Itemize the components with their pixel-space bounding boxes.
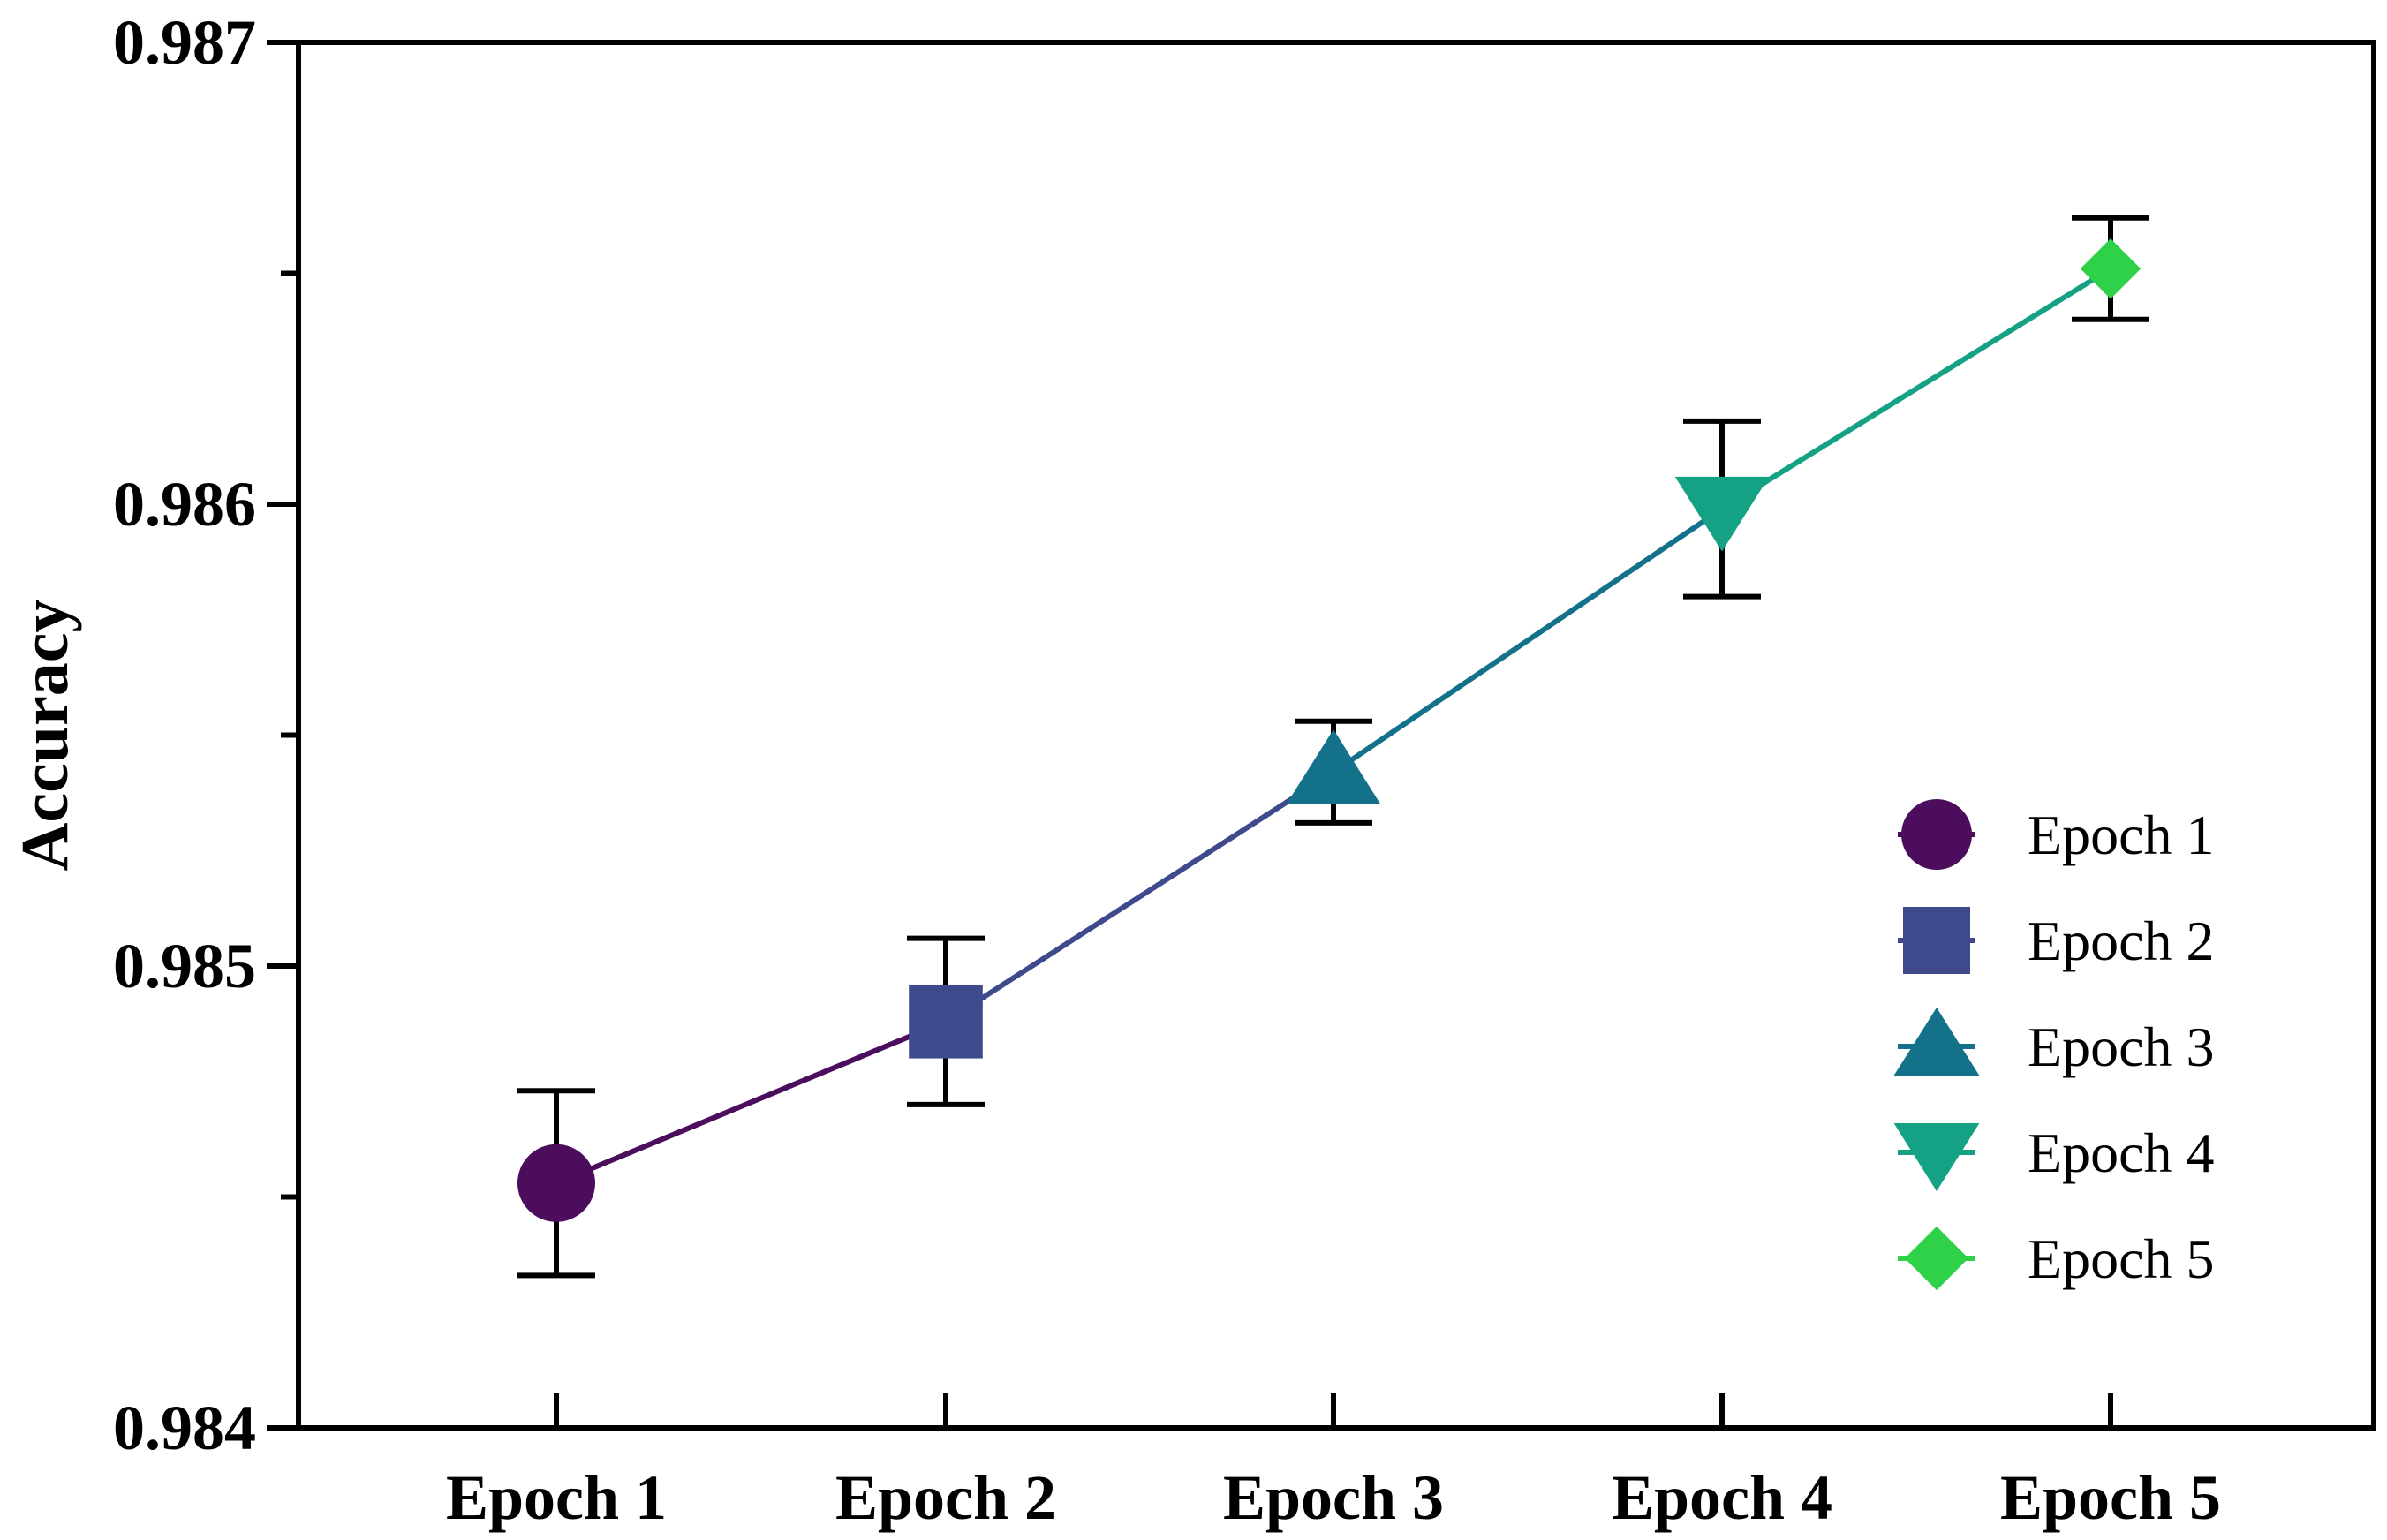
legend-marker (1901, 799, 1972, 870)
data-point (2080, 238, 2142, 299)
legend-layer: Epoch 1 Epoch 2 Epoch 3 Epoch 4 Epoch 5 (1893, 799, 2215, 1291)
legend-label: Epoch 3 (2028, 1015, 2215, 1078)
lines-layer (555, 266, 2112, 1186)
x-tick-label: Epoch 2 (835, 1462, 1056, 1533)
series-line-segment (1332, 506, 1724, 774)
y-tick-label: 0.984 (113, 1393, 256, 1463)
legend-marker (1893, 1008, 1980, 1076)
series-line-segment (1720, 266, 2112, 511)
markers-layer (517, 238, 2142, 1222)
series-line-segment (555, 1018, 948, 1186)
error-bars-layer (517, 215, 2149, 1279)
legend-marker (1893, 1123, 1980, 1191)
x-tick-label: Epoch 5 (2000, 1462, 2221, 1533)
series-line-segment (944, 769, 1335, 1024)
legend-label: Epoch 4 (2028, 1121, 2215, 1184)
legend-label: Epoch 2 (2028, 910, 2215, 972)
x-tick-label: Epoch 4 (1612, 1462, 1832, 1533)
legend-marker (1904, 1226, 1969, 1291)
data-point (1286, 728, 1381, 804)
data-point (909, 984, 983, 1059)
data-point (1674, 476, 1770, 552)
legend-marker (1903, 907, 1970, 974)
y-tick-label: 0.986 (113, 469, 256, 540)
y-tick-label: 0.985 (113, 931, 256, 1001)
y-axis-title: Accuracy (8, 599, 82, 871)
legend-label: Epoch 5 (2028, 1227, 2215, 1290)
x-tick-label: Epoch 1 (446, 1462, 667, 1533)
y-tick-label: 0.987 (113, 7, 256, 78)
data-point (517, 1144, 595, 1222)
legend-label: Epoch 1 (2028, 804, 2215, 866)
x-tick-label: Epoch 3 (1223, 1462, 1444, 1533)
